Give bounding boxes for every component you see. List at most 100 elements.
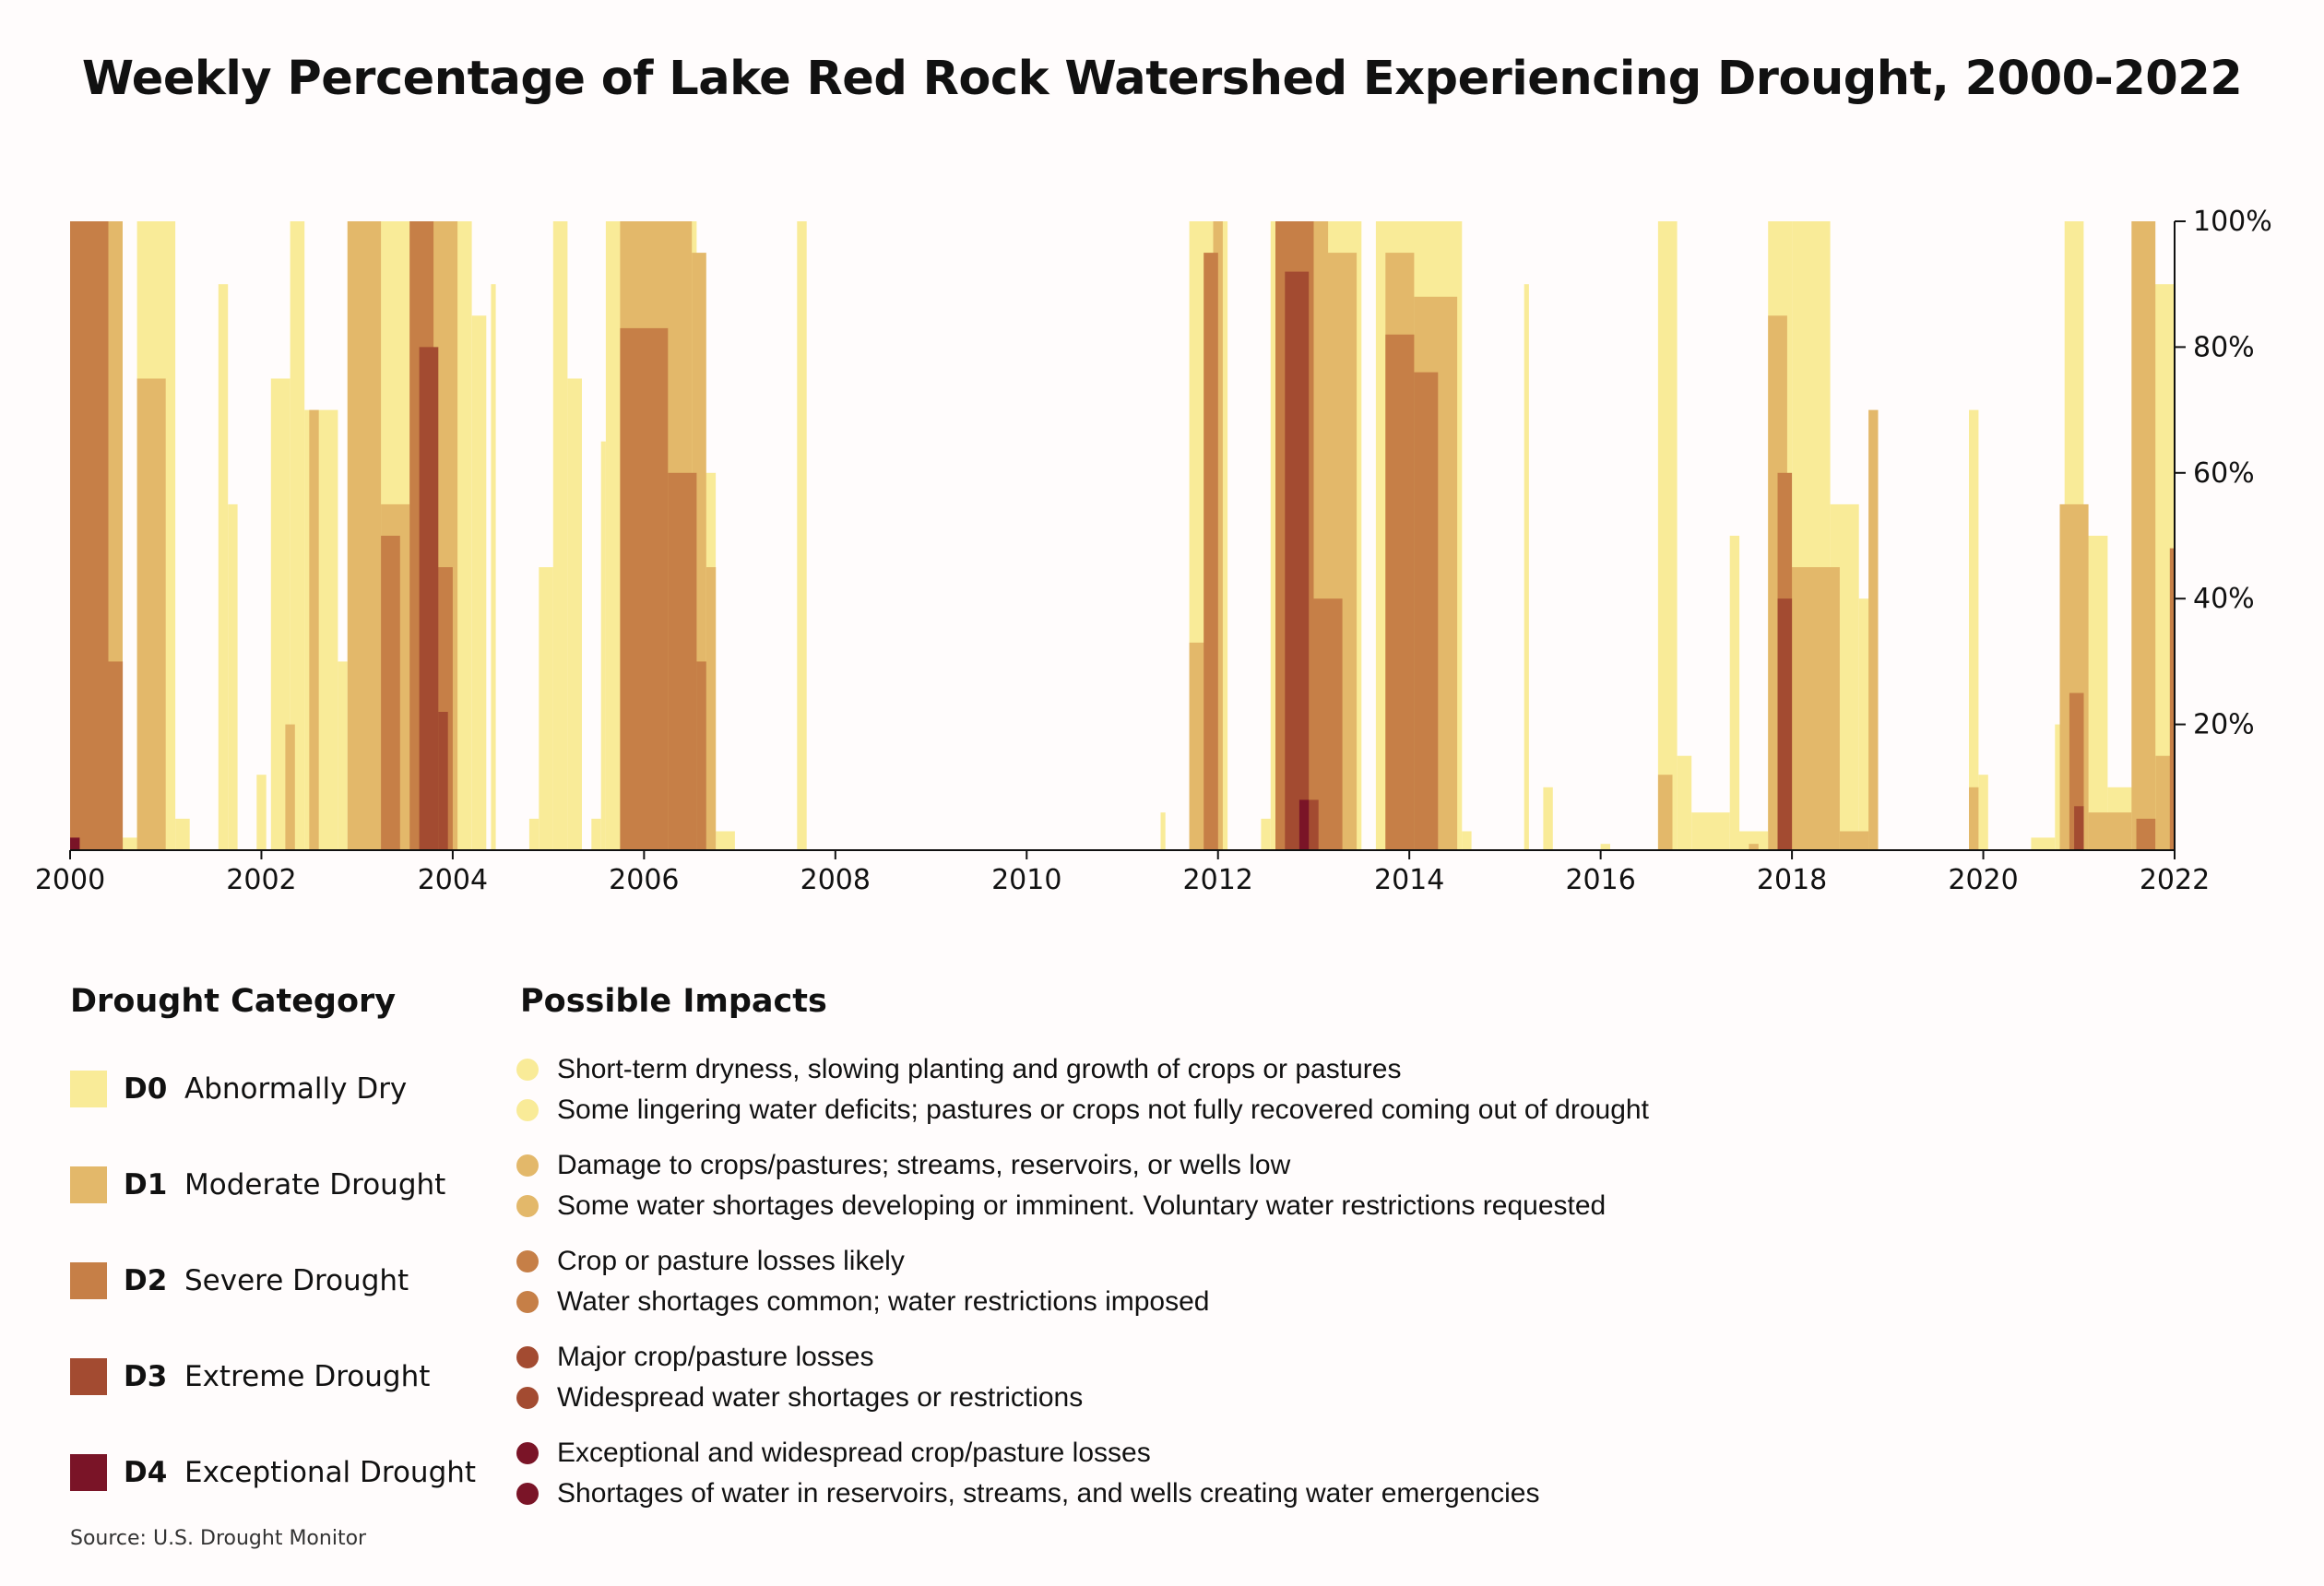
impact-text: Major crop/pasture losses [557,1342,874,1372]
legend-label: Moderate Drought [184,1168,446,1201]
x-tick-label: 2014 [1374,864,1444,896]
x-tick-label: 2016 [1565,864,1635,896]
legend-code: D2 [124,1264,168,1297]
bar-d3 [2074,806,2084,850]
impact-item: Some lingering water deficits; pastures … [516,1092,1649,1129]
bar-d0 [1462,831,1472,850]
bar-d3 [1777,598,1793,850]
legend-swatch [70,1071,107,1107]
legend-label: Severe Drought [184,1264,409,1297]
legend-swatch [70,1262,107,1299]
chart-title: Weekly Percentage of Lake Red Rock Water… [81,52,2243,106]
impact-item: Short-term dryness, slowing planting and… [516,1051,1401,1088]
x-tick-label: 2008 [800,864,871,896]
legend-code: D1 [124,1168,168,1201]
series-d4 [70,799,1310,850]
bar-d1 [1969,787,1979,850]
impact-text: Exceptional and widespread crop/pasture … [557,1438,1151,1468]
impact-text: Some water shortages developing or immin… [557,1190,1607,1221]
x-tick-label: 2018 [1757,864,1827,896]
bar-d1 [2131,221,2156,850]
bar-d4 [70,837,80,850]
impact-bullet-icon [516,1195,539,1217]
bar-d2 [620,327,669,850]
impact-bullet-icon [516,1099,539,1121]
bar-d1 [285,724,295,850]
x-tick-label: 2002 [226,864,296,896]
legend-code: D0 [124,1072,168,1106]
bar-d2 [668,472,697,850]
x-tick-label: 2004 [418,864,488,896]
y-tick-label: 40% [2193,583,2255,615]
impact-item: Crop or pasture losses likely [516,1243,905,1280]
bar-d2 [1204,253,1218,851]
bar-d0 [1729,536,1740,850]
impact-text: Crop or pasture losses likely [557,1246,905,1276]
bar-d0 [1969,409,1979,850]
bar-d2 [1414,372,1439,850]
bar-d2 [2136,818,2156,850]
impact-text: Some lingering water deficits; pastures … [557,1095,1649,1125]
bar-d3 [438,712,448,850]
bar-d1 [136,378,166,850]
bar-d1 [347,221,382,850]
x-tick-label: 2000 [35,864,105,896]
bar-d3 [1309,799,1319,850]
bar-d1 [1868,409,1879,850]
impact-item: Exceptional and widespread crop/pasture … [516,1435,1151,1472]
bar-d0 [1691,812,1730,850]
impact-item: Major crop/pasture losses [516,1339,873,1376]
impacts-heading: Possible Impacts [520,983,827,1020]
bars-layer [70,221,2175,851]
bar-d0 [567,378,582,850]
bar-d0 [290,221,305,850]
bar-d0 [716,831,735,850]
bar-d2 [108,661,124,850]
bar-d0 [1524,284,1529,850]
bar-d0 [491,284,496,850]
impact-item: Widespread water shortages or restrictio… [516,1379,1083,1416]
bar-d0 [218,284,229,850]
bar-d2 [70,221,109,850]
bar-d0 [1543,787,1553,850]
legend-code: D3 [124,1360,168,1393]
series-d3 [419,271,2084,851]
legend-swatch [70,1166,107,1203]
impact-item: Shortages of water in reservoirs, stream… [516,1475,1539,1512]
x-tick-label: 2006 [609,864,679,896]
impact-bullet-icon [516,1387,539,1409]
bar-d0 [270,378,290,850]
bar-d1 [1749,844,1759,850]
bar-d0 [175,818,190,850]
drought-chart: 2000 2002 2004 2006 2008 2010 2012 2014 2016 2018… [35,206,2272,896]
legend-label: Exceptional Drought [184,1456,477,1489]
bar-d0 [797,221,807,850]
legend-category-d3: D3 Extreme Drought [70,1357,430,1396]
x-tick-label: 2020 [1948,864,2018,896]
legend-category-d1: D1 Moderate Drought [70,1166,445,1204]
legend-category-d4: D4 Exceptional Drought [70,1453,476,1492]
bar-d0 [591,818,601,850]
impact-bullet-icon [516,1442,539,1464]
impact-bullet-icon [516,1059,539,1081]
bar-d1 [1657,775,1673,850]
y-tick-label: 20% [2193,709,2255,741]
bar-d0 [1739,831,1769,850]
y-tick-label: 60% [2193,457,2255,490]
impact-bullet-icon [516,1250,539,1272]
impact-bullet-icon [516,1346,539,1368]
impact-item: Water shortages common; water restrictio… [516,1284,1209,1320]
bar-d1 [2088,812,2132,850]
bar-d1 [1786,567,1840,850]
bar-d0 [471,315,487,850]
bar-d2 [2169,548,2175,850]
bar-d0 [539,567,553,850]
legend-swatch [70,1454,107,1491]
legend-category-d0: D0 Abnormally Dry [70,1070,407,1108]
legend-swatch [70,1358,107,1395]
x-tick-label: 2022 [2140,864,2210,896]
y-tick-label: 80% [2193,331,2255,363]
impact-bullet-icon [516,1291,539,1313]
bar-d0 [552,221,568,850]
impact-item: Damage to crops/pastures; streams, reser… [516,1147,1290,1184]
